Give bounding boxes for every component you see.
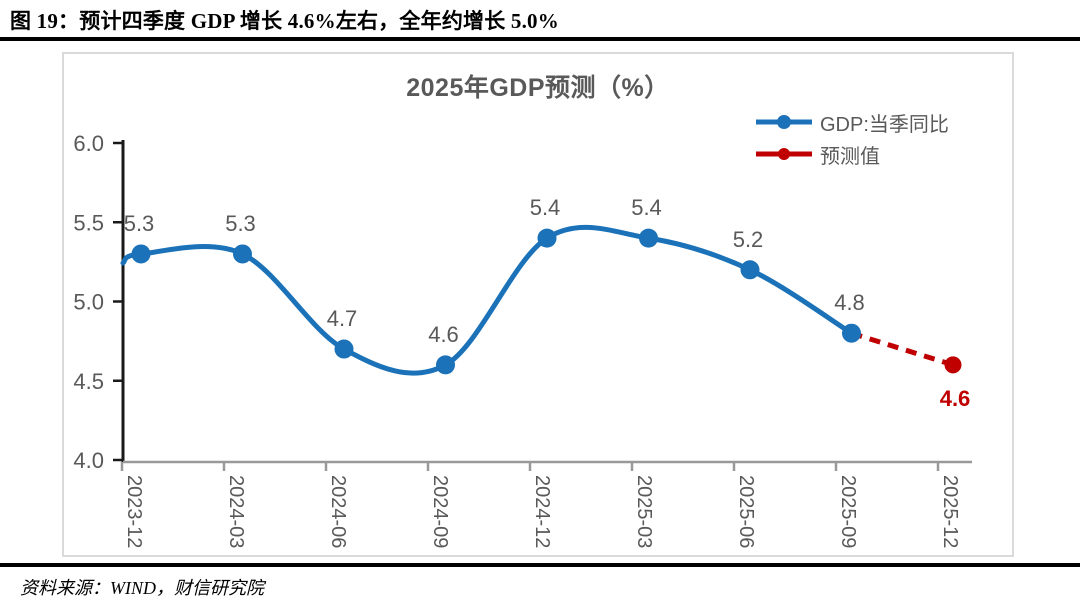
y-tick-label: 5.0 xyxy=(73,290,104,315)
figure-title: 图 19：预计四季度 GDP 增长 4.6%左右，全年约增长 5.0% xyxy=(10,9,559,33)
data-label: 5.2 xyxy=(733,227,764,252)
data-label: 5.3 xyxy=(124,211,155,236)
x-tick-label: 2024-09 xyxy=(429,475,451,548)
gdp-marker xyxy=(639,228,658,248)
y-tick-label: 4.5 xyxy=(73,369,104,394)
legend-item-forecast: 预测值 xyxy=(756,138,949,170)
data-label: 5.4 xyxy=(631,195,662,220)
x-tick-label: 2023-12 xyxy=(123,475,145,548)
legend-item-gdp: GDP:当季同比 xyxy=(756,106,949,138)
legend-label-gdp: GDP:当季同比 xyxy=(820,113,949,136)
x-tick-label: 2024-03 xyxy=(225,475,247,548)
title-divider-rule xyxy=(0,37,1080,41)
chart-legend: GDP:当季同比 预测值 xyxy=(756,106,949,170)
gdp-marker xyxy=(537,228,557,248)
x-tick-label: 2025-06 xyxy=(735,475,757,548)
data-label: 4.8 xyxy=(834,290,865,315)
gdp-marker xyxy=(740,260,760,280)
line-marker-icon xyxy=(756,148,812,160)
x-tick-label: 2025-03 xyxy=(633,475,655,548)
data-label: 5.3 xyxy=(225,211,256,236)
data-label: 4.7 xyxy=(327,306,358,331)
y-tick-label: 6.0 xyxy=(73,131,104,156)
footer-divider-rule xyxy=(0,563,1080,567)
legend-label-forecast: 预测值 xyxy=(820,145,880,168)
x-tick-label: 2025-09 xyxy=(837,475,859,548)
chart-title: 2025年GDP预测（%） xyxy=(406,74,670,102)
chart-frame: 2025年GDP预测（%） GDP:当季同比 预测值 6.0 5.5 5.0 4.5 4… xyxy=(62,52,1014,557)
forecast-marker xyxy=(944,356,962,374)
forecast-line xyxy=(850,330,954,368)
data-label: 4.6 xyxy=(428,322,459,347)
x-tick-label: 2024-06 xyxy=(327,475,349,548)
gdp-marker xyxy=(334,339,354,359)
data-label: 5.4 xyxy=(530,195,561,220)
gdp-marker xyxy=(233,244,252,264)
x-tick-label: 2024-12 xyxy=(531,475,553,548)
y-tick-label: 5.5 xyxy=(73,210,104,235)
y-tick-label: 4.0 xyxy=(73,448,104,473)
gdp-marker xyxy=(842,323,861,343)
forecast-data-label: 4.6 xyxy=(940,386,971,411)
source-note: 资料来源：WIND，财信研究院 xyxy=(20,578,264,598)
line-marker-icon xyxy=(756,115,812,129)
x-tick-label: 2025-12 xyxy=(939,475,961,548)
gdp-marker xyxy=(436,355,455,375)
plot-area: 6.0 5.5 5.0 4.5 4.0 2023-12 2024-03 2024-06 2024… xyxy=(73,131,972,548)
gdp-marker xyxy=(131,244,151,264)
